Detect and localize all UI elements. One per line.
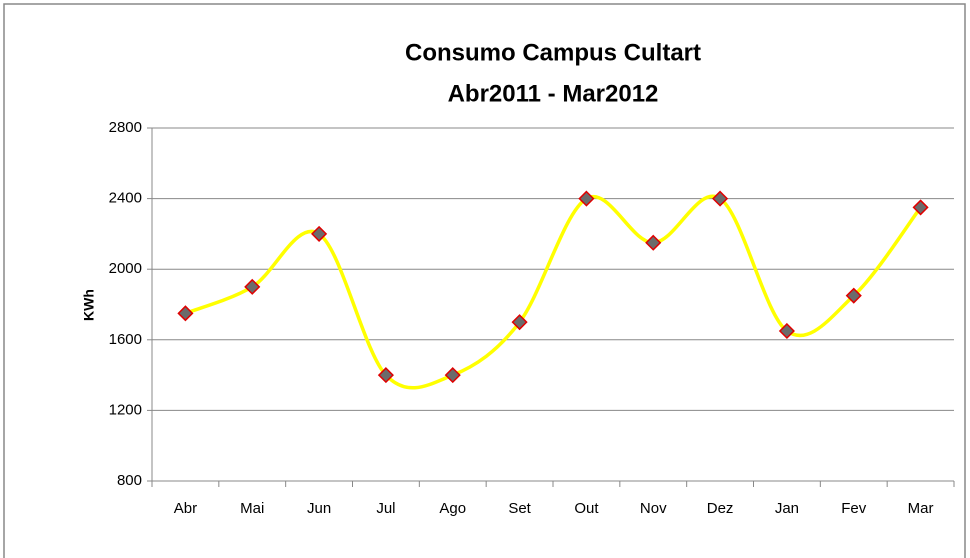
y-axis-label: KWh <box>81 289 97 321</box>
point-marker <box>311 225 328 242</box>
x-tick-label: Fev <box>841 500 867 517</box>
x-tick-label: Mai <box>240 500 264 517</box>
point-marker <box>912 199 929 216</box>
x-tick-label: Dez <box>707 500 734 517</box>
chart-title: Consumo Campus Cultart <box>405 39 701 66</box>
point-marker <box>244 278 261 295</box>
point-marker <box>645 234 662 251</box>
x-tick-label: Jul <box>376 500 395 517</box>
y-tick-label: 2400 <box>109 190 142 207</box>
point-marker <box>511 314 528 331</box>
chart-subtitle: Abr2011 - Mar2012 <box>448 80 659 107</box>
point-marker <box>845 287 862 304</box>
point-marker <box>177 305 194 322</box>
x-tick-label: Nov <box>640 500 667 517</box>
y-tick-label: 1600 <box>109 331 142 348</box>
x-tick-label: Abr <box>174 500 197 517</box>
y-tick-label: 1200 <box>109 401 142 418</box>
x-tick-label: Jun <box>307 500 331 517</box>
point-marker <box>578 190 595 207</box>
x-tick-label: Set <box>508 500 531 517</box>
y-tick-label: 2800 <box>109 119 142 136</box>
point-marker <box>377 367 394 384</box>
x-tick-label: Jan <box>775 500 799 517</box>
chart-frame <box>3 3 966 558</box>
point-marker <box>444 367 461 384</box>
point-marker <box>778 322 795 340</box>
x-tick-label: Mar <box>908 500 934 517</box>
x-tick-label: Ago <box>439 500 466 517</box>
y-tick-label: 800 <box>117 472 142 489</box>
point-marker <box>712 190 729 207</box>
y-tick-label: 2000 <box>109 260 142 277</box>
x-tick-label: Out <box>574 500 599 517</box>
